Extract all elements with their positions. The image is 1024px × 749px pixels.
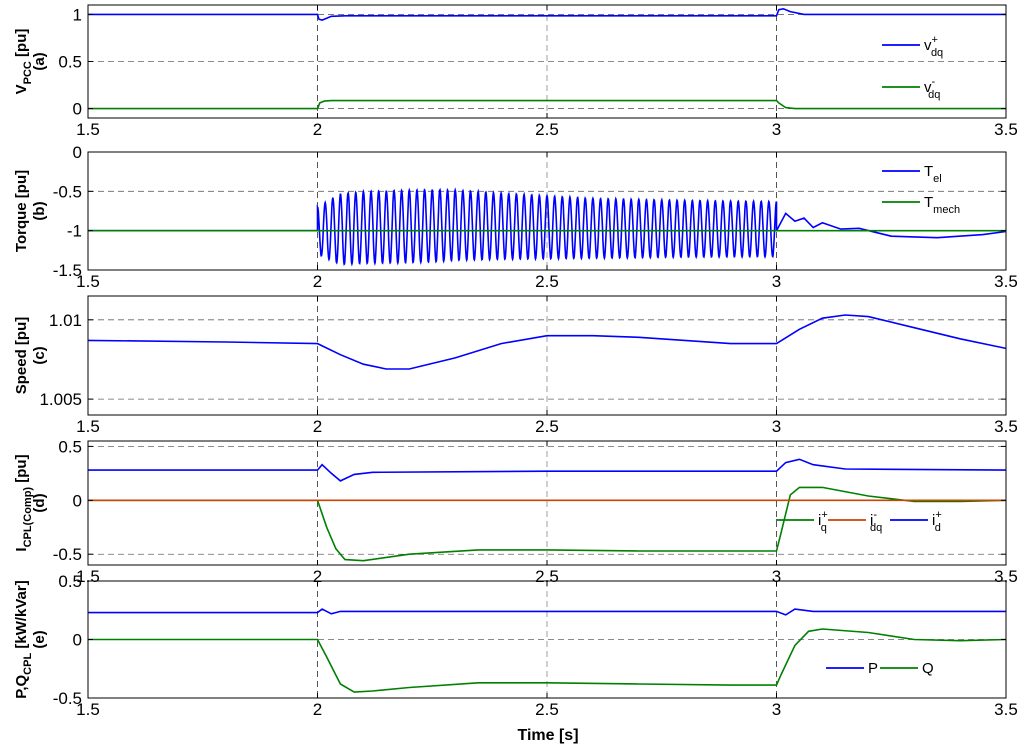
legend-label: v+ dq (924, 34, 943, 59)
x-tick-label: 2.5 (535, 120, 559, 139)
legend-entry: P (826, 660, 878, 677)
y-axis-label-unit: [pu] (13, 454, 30, 486)
legend-subscript: dq (931, 47, 943, 59)
legend-label: Tmech (924, 194, 960, 216)
legend-superscript: - (932, 76, 936, 88)
legend-subscript: q (821, 522, 827, 534)
x-tick-label: 3.5 (994, 272, 1018, 291)
x-tick-label: 3 (772, 120, 781, 139)
legend-label: i+ q (818, 509, 828, 534)
panel-tag: (e) (31, 630, 48, 648)
y-tick-label: 0 (73, 631, 82, 650)
legend-label: Q (922, 660, 934, 677)
x-tick-label: 2 (313, 272, 322, 291)
x-tick-label: 2.5 (535, 700, 559, 719)
legend-entry: i+ d (890, 509, 942, 534)
legend-label: P (868, 660, 878, 677)
x-tick-label: 2 (313, 120, 322, 139)
panel-tag: (c) (31, 346, 48, 364)
x-tick-label: 1.5 (76, 700, 100, 719)
legend-subscript: d (935, 522, 941, 534)
y-tick-label: 0.5 (58, 437, 82, 456)
panel-tag: (b) (31, 201, 48, 220)
legend-entry: Tmech (882, 194, 960, 216)
y-tick-label: 0 (73, 100, 82, 119)
x-tick-label: 3.5 (994, 700, 1018, 719)
x-tick-label: 2 (313, 417, 322, 436)
chart-panel-b: -1.5 -1 -0.5 0 1.5 2 2.5 3 3.5 Torque [pu] (b) Tel T… (13, 143, 1018, 291)
y-axis-label: Torque [pu] (13, 170, 30, 252)
legend-subscript: el (933, 173, 942, 185)
panel-tag: (d) (31, 493, 48, 512)
x-tick-label: 1.5 (76, 272, 100, 291)
x-tick-label: 3 (772, 417, 781, 436)
panel-tag: (a) (31, 52, 48, 70)
y-tick-label: 1.01 (49, 311, 82, 330)
legend-entry: Tel (882, 163, 942, 185)
x-tick-label: 3 (772, 700, 781, 719)
x-tick-label: 1.5 (76, 417, 100, 436)
legend-subscript: mech (933, 204, 960, 216)
legend-label: i-dq (870, 509, 882, 534)
x-tick-label: 2.5 (535, 417, 559, 436)
legend-entry: Q (880, 660, 934, 677)
chart-panel-c: 1.005 1.01 1.5 2 2.5 3 3.5 Speed [pu] (c) (13, 296, 1018, 436)
x-tick-label: 3.5 (994, 417, 1018, 436)
y-tick-label: -1 (67, 222, 82, 241)
x-tick-label: 3.5 (994, 120, 1018, 139)
legend-label: v-dq (924, 76, 940, 101)
y-axis-label-unit: [kW/kVar] (13, 580, 30, 653)
legend-superscript: - (873, 509, 877, 521)
legend-entry: v-dq (882, 76, 940, 101)
legend-label: i+ d (932, 509, 942, 534)
x-axis-label: Time [s] (517, 727, 578, 744)
y-tick-label: 0.5 (58, 53, 82, 72)
chart-panel-e: -0.5 0 0.5 1.5 2 2.5 3 3.5 P,QCPL [kW/kVar] (e) P Q (13, 572, 1018, 719)
x-tick-label: 1.5 (76, 120, 100, 139)
legend-label: Tel (924, 163, 942, 185)
y-tick-label: 1 (73, 5, 82, 24)
y-tick-label: 1.005 (39, 390, 82, 409)
y-tick-label: -0.5 (53, 545, 82, 564)
y-tick-label: 0 (73, 143, 82, 162)
legend-entry: v+ dq (882, 34, 943, 59)
y-axis-label-unit: [pu] (13, 29, 30, 61)
y-axis-label: Speed [pu] (13, 317, 30, 395)
y-tick-label: 0.5 (58, 572, 82, 591)
legend-subscript: dq (870, 522, 882, 534)
legend-superscript: + (932, 34, 938, 46)
legend-superscript: + (821, 509, 827, 521)
legend-subscript: dq (928, 89, 940, 101)
y-axis-label-subscript: CPL (22, 653, 34, 675)
y-tick-label: -0.5 (53, 182, 82, 201)
legend-superscript: + (935, 509, 941, 521)
x-tick-label: 3 (772, 272, 781, 291)
x-tick-label: 2.5 (535, 272, 559, 291)
y-tick-label: 0 (73, 491, 82, 510)
legend-entry: i-dq (828, 509, 882, 534)
x-tick-label: 2 (313, 700, 322, 719)
